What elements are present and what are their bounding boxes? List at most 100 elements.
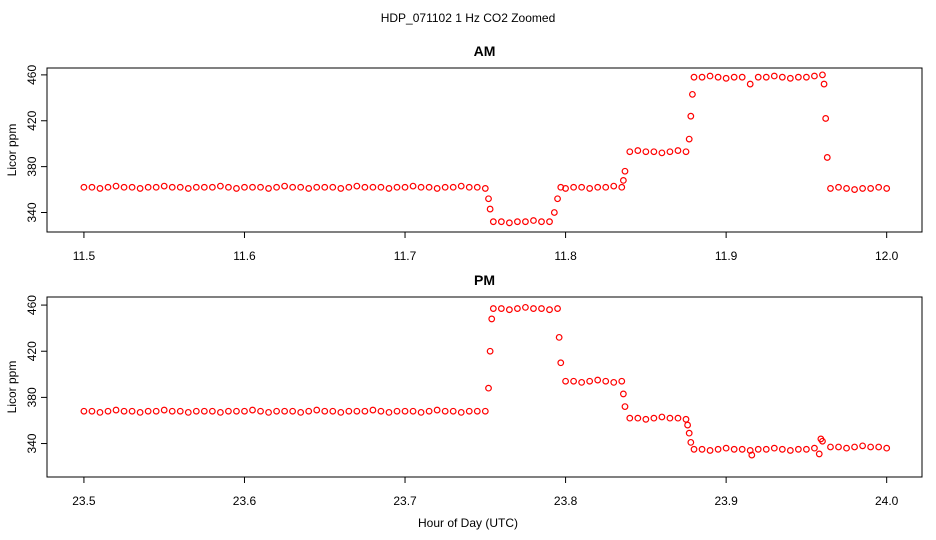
point xyxy=(819,437,826,445)
point xyxy=(685,429,693,437)
x-tick-label: 12.0 xyxy=(875,249,899,263)
points xyxy=(80,71,891,227)
point xyxy=(168,407,176,415)
x-tick-label: 11.8 xyxy=(554,249,577,263)
point xyxy=(621,167,629,175)
point xyxy=(819,71,826,79)
point xyxy=(297,408,305,416)
point xyxy=(642,415,650,423)
point xyxy=(621,403,629,411)
point xyxy=(843,444,850,452)
x-tick-label: 23.5 xyxy=(72,494,96,508)
point xyxy=(803,445,810,453)
point xyxy=(689,90,696,98)
point xyxy=(465,407,473,415)
point xyxy=(497,218,505,226)
point xyxy=(144,407,152,415)
y-tick-label: 420 xyxy=(25,341,39,361)
y-tick-label: 380 xyxy=(25,156,39,176)
point xyxy=(811,72,818,80)
point xyxy=(497,305,505,312)
point xyxy=(658,149,666,157)
point xyxy=(273,183,280,191)
point xyxy=(770,72,778,80)
point xyxy=(409,407,417,415)
point xyxy=(168,183,176,191)
point xyxy=(136,185,144,192)
point xyxy=(794,445,802,453)
point xyxy=(225,407,232,415)
y-tick-label: 340 xyxy=(25,433,39,453)
x-tick-label: 23.9 xyxy=(714,494,738,508)
point xyxy=(449,183,457,191)
y-tick-label: 420 xyxy=(25,110,39,130)
point xyxy=(377,183,385,191)
point xyxy=(273,407,280,415)
point xyxy=(578,378,586,386)
point xyxy=(433,185,441,192)
point xyxy=(486,347,494,355)
point xyxy=(626,414,634,422)
point xyxy=(578,183,586,191)
x-tick-label: 23.8 xyxy=(554,494,578,508)
point xyxy=(748,451,756,459)
point xyxy=(200,183,208,191)
point xyxy=(738,73,746,81)
point xyxy=(329,183,337,191)
point xyxy=(883,185,891,192)
point xyxy=(353,182,361,190)
point xyxy=(706,72,714,80)
point xyxy=(216,408,224,416)
y-tick-label: 460 xyxy=(25,295,39,315)
point xyxy=(441,183,449,191)
point xyxy=(208,183,216,191)
point xyxy=(546,306,553,314)
point xyxy=(550,209,558,216)
point xyxy=(225,183,232,191)
point xyxy=(746,80,754,88)
point xyxy=(485,195,492,203)
point xyxy=(618,377,626,385)
point xyxy=(112,406,120,414)
point xyxy=(827,185,834,192)
point xyxy=(281,407,289,415)
point xyxy=(160,182,168,190)
y-axis-label: Licor ppm xyxy=(5,124,19,177)
point xyxy=(184,185,192,192)
point xyxy=(730,73,738,81)
point xyxy=(96,408,104,416)
point xyxy=(875,443,883,451)
point xyxy=(281,182,289,190)
point xyxy=(289,183,297,191)
point xyxy=(152,183,160,191)
point xyxy=(562,377,569,385)
y-tick-label: 380 xyxy=(25,387,39,407)
point xyxy=(626,148,634,156)
panel-title: PM xyxy=(474,272,495,288)
point xyxy=(859,185,866,192)
point xyxy=(685,135,693,143)
point xyxy=(329,407,337,415)
point xyxy=(241,407,248,415)
point xyxy=(522,303,529,311)
point xyxy=(425,407,433,415)
point xyxy=(128,407,136,415)
point xyxy=(770,444,778,452)
point xyxy=(208,407,216,415)
point xyxy=(690,73,698,81)
x-tick-label: 23.7 xyxy=(393,494,417,508)
point xyxy=(722,444,730,452)
point xyxy=(289,407,297,415)
point xyxy=(321,183,329,191)
point xyxy=(650,414,658,422)
point xyxy=(634,414,642,422)
point xyxy=(514,218,521,226)
point xyxy=(851,443,858,451)
point xyxy=(353,407,361,415)
point xyxy=(827,443,834,451)
point xyxy=(530,305,537,312)
point xyxy=(361,407,369,415)
point xyxy=(554,195,561,203)
point xyxy=(586,185,594,192)
point xyxy=(803,73,810,81)
